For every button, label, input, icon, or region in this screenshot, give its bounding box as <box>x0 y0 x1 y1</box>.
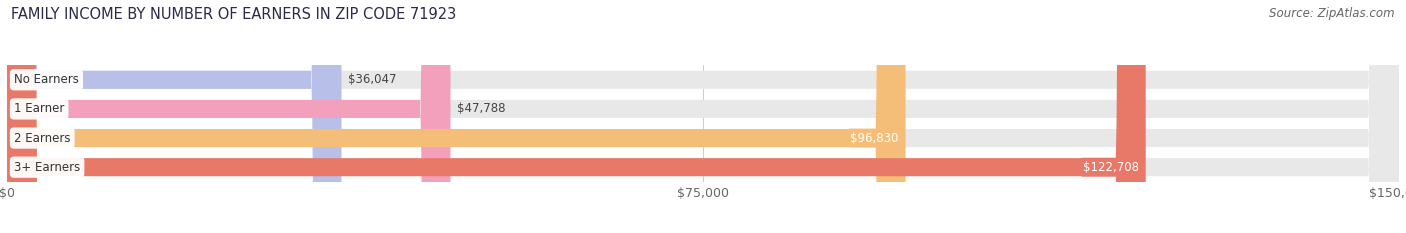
Text: $122,708: $122,708 <box>1083 161 1139 174</box>
FancyBboxPatch shape <box>7 0 1399 233</box>
Text: 3+ Earners: 3+ Earners <box>14 161 80 174</box>
FancyBboxPatch shape <box>7 0 905 233</box>
Text: FAMILY INCOME BY NUMBER OF EARNERS IN ZIP CODE 71923: FAMILY INCOME BY NUMBER OF EARNERS IN ZI… <box>11 7 457 22</box>
FancyBboxPatch shape <box>7 0 1399 233</box>
FancyBboxPatch shape <box>7 0 1146 233</box>
FancyBboxPatch shape <box>7 0 1399 233</box>
FancyBboxPatch shape <box>7 0 1399 233</box>
Text: 2 Earners: 2 Earners <box>14 132 70 144</box>
Text: No Earners: No Earners <box>14 73 79 86</box>
FancyBboxPatch shape <box>7 0 450 233</box>
Text: $96,830: $96,830 <box>851 132 898 144</box>
Text: $36,047: $36,047 <box>349 73 396 86</box>
Text: Source: ZipAtlas.com: Source: ZipAtlas.com <box>1270 7 1395 20</box>
Text: $47,788: $47,788 <box>457 103 506 115</box>
Text: 1 Earner: 1 Earner <box>14 103 65 115</box>
FancyBboxPatch shape <box>7 0 342 233</box>
